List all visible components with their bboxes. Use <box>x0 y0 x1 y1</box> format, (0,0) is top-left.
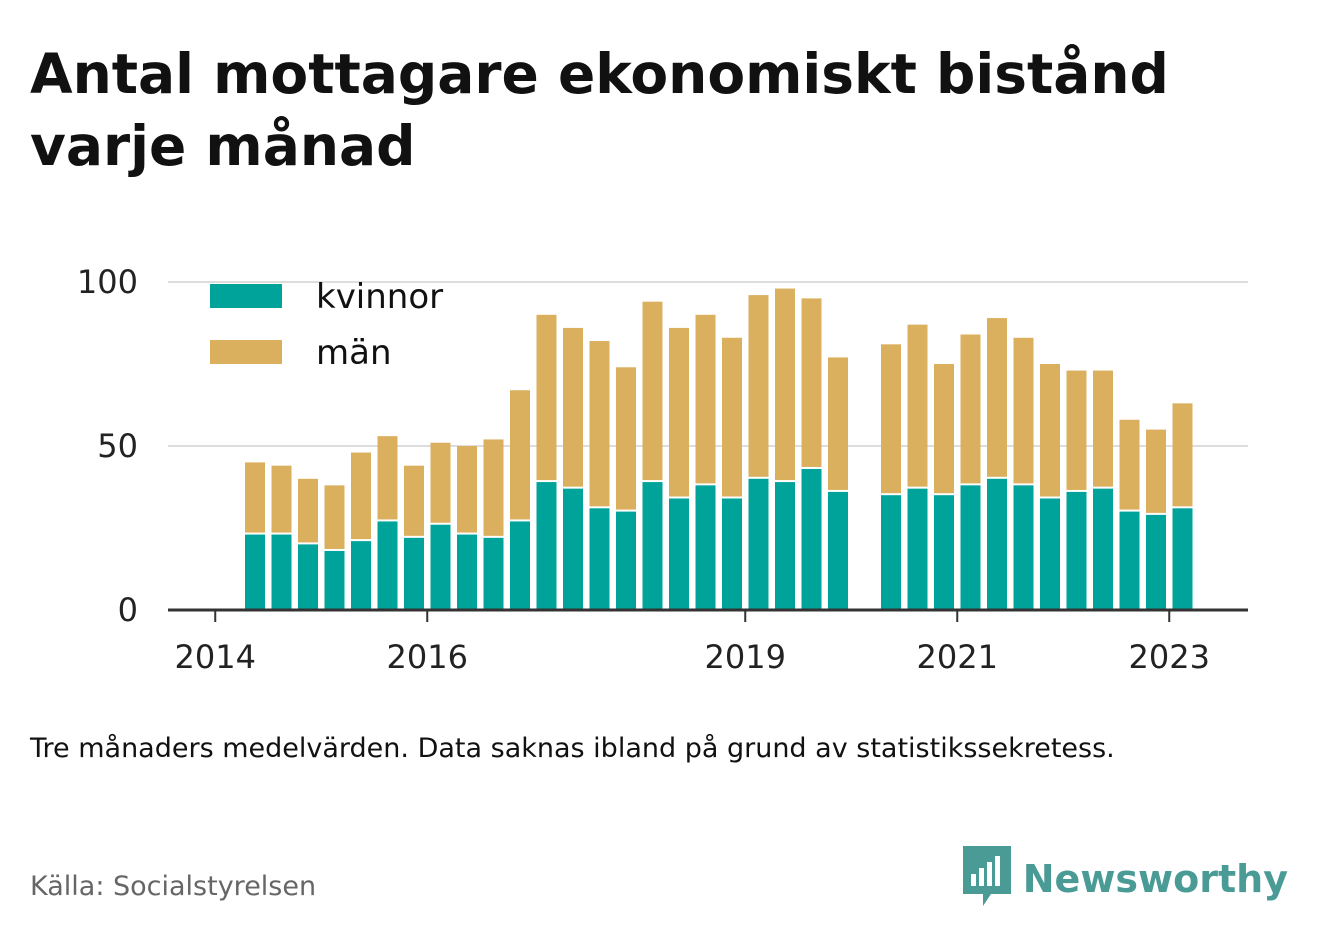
bar-man <box>324 485 345 549</box>
bar-man <box>987 318 1007 477</box>
bar-man <box>1040 364 1060 497</box>
bar-man <box>722 337 742 497</box>
bar-man <box>881 344 901 494</box>
bar-man <box>483 439 504 536</box>
x-tick-label: 2021 <box>917 638 998 676</box>
bar-kvinnor <box>324 550 345 610</box>
x-tick-label: 2016 <box>387 638 468 676</box>
brand-name: Newsworthy <box>1022 857 1288 901</box>
bar-man <box>536 314 557 481</box>
bar-man <box>351 452 371 540</box>
bar-kvinnor <box>589 508 610 610</box>
bar-kvinnor <box>430 524 451 610</box>
bar-man <box>748 295 769 477</box>
bar-man <box>271 465 292 533</box>
bar-kvinnor <box>404 537 424 610</box>
bar-man <box>457 446 477 533</box>
y-tick-label: 50 <box>97 427 138 465</box>
bar-kvinnor <box>1093 488 1113 610</box>
bar-kvinnor <box>563 488 583 610</box>
bar-kvinnor <box>298 544 318 610</box>
bar-kvinnor <box>669 498 689 610</box>
bar-man <box>377 436 398 520</box>
bar-man <box>563 327 583 487</box>
legend: kvinnor män <box>210 277 443 373</box>
bar-man <box>775 288 795 481</box>
bar-kvinnor <box>828 491 848 610</box>
bar-man <box>669 327 689 497</box>
bar-kvinnor <box>616 511 636 610</box>
bar-kvinnor <box>1013 485 1034 610</box>
bar-kvinnor <box>695 485 716 610</box>
source-credit: Källa: Socialstyrelsen <box>30 871 317 902</box>
bar-man <box>1172 403 1193 507</box>
bar-kvinnor <box>457 534 477 610</box>
bar-man <box>510 390 530 520</box>
bar-man <box>907 324 928 487</box>
chart-title: Antal mottagare ekonomiskt bistånd varje… <box>30 42 1169 178</box>
bar-kvinnor <box>536 482 557 610</box>
brand-logo[interactable]: Newsworthy <box>962 846 1288 912</box>
bar-man <box>1119 419 1140 510</box>
bar-kvinnor <box>1040 498 1060 610</box>
bar-man <box>1066 370 1087 490</box>
bar-kvinnor <box>775 482 795 610</box>
bar-kvinnor <box>722 498 742 610</box>
chart-note: Tre månaders medelvärden. Data saknas ib… <box>30 733 1115 764</box>
legend-label-kvinnor: kvinnor <box>316 277 443 317</box>
newsworthy-logo-icon <box>962 846 1011 912</box>
y-tick-label: 100 <box>77 263 138 301</box>
bar-man <box>589 341 610 507</box>
bar-kvinnor <box>271 534 292 610</box>
bar-man <box>934 364 954 494</box>
bar-kvinnor <box>934 495 954 610</box>
x-tick-label: 2019 <box>705 638 786 676</box>
legend-swatch-kvinnor <box>210 284 282 308</box>
bar-man <box>616 367 636 510</box>
axis-layer: 0 50 100 2014 2016 2019 2021 2023 <box>77 263 1248 676</box>
bar-kvinnor <box>1146 514 1166 610</box>
bar-kvinnor <box>510 521 530 610</box>
legend-label-man: män <box>316 333 392 373</box>
bar-kvinnor <box>987 478 1007 610</box>
bar-kvinnor <box>245 534 265 610</box>
bar-kvinnor <box>1172 508 1193 610</box>
bar-kvinnor <box>748 478 769 610</box>
bar-kvinnor <box>1119 511 1140 610</box>
x-tick-label: 2014 <box>175 638 256 676</box>
bar-kvinnor <box>351 541 371 610</box>
bar-kvinnor <box>801 468 822 610</box>
bar-man <box>801 298 822 467</box>
bar-man <box>1093 370 1113 487</box>
bar-man <box>298 478 318 543</box>
bar-kvinnor <box>907 488 928 610</box>
bar-man <box>1013 337 1034 484</box>
x-tick-label: 2023 <box>1129 638 1210 676</box>
y-tick-label: 0 <box>118 591 138 629</box>
bar-man <box>430 442 451 523</box>
bar-man <box>695 314 716 484</box>
bars-layer <box>245 288 1193 610</box>
legend-swatch-man <box>210 340 282 364</box>
bar-man <box>960 334 981 484</box>
bar-man <box>642 301 663 481</box>
bar-kvinnor <box>642 482 663 610</box>
bar-kvinnor <box>377 521 398 610</box>
bar-man <box>245 462 265 533</box>
bar-man <box>828 357 848 490</box>
bar-kvinnor <box>960 485 981 610</box>
bar-man <box>404 465 424 536</box>
bar-kvinnor <box>483 537 504 610</box>
bar-kvinnor <box>881 495 901 610</box>
bar-kvinnor <box>1066 491 1087 610</box>
bar-man <box>1146 429 1166 513</box>
stacked-bar-chart: 0 50 100 2014 2016 2019 2021 2023 kvinnor män <box>77 263 1248 676</box>
